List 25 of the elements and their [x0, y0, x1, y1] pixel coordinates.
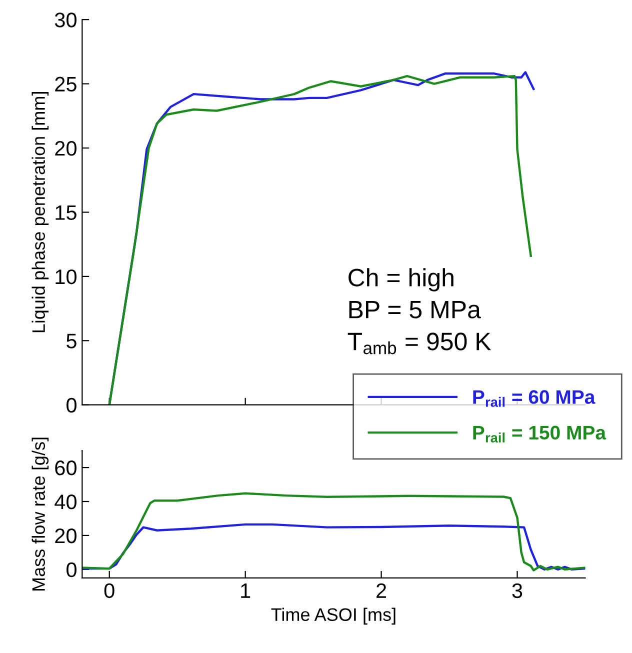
y-tick-label: 10 — [56, 269, 76, 284]
x-tick-label: 0 — [104, 583, 114, 598]
x-tick-label: 3 — [512, 583, 522, 598]
line-series — [82, 523, 586, 571]
y-tick-label: 25 — [55, 76, 76, 92]
y-tick-label: 0 — [66, 398, 76, 413]
y-axis-title: Mass flow rate [g/s] — [32, 438, 49, 591]
y-tick-label: 60 — [55, 460, 76, 476]
legend-label: P$_{rail}$ = 150 MPa — [473, 426, 606, 443]
line-series — [82, 492, 586, 572]
x-tick-label: 1 — [241, 584, 250, 598]
y-tick-label: 15 — [56, 205, 76, 220]
annotation: BP = 5 MPa — [349, 300, 481, 318]
y-tick-label: 20 — [55, 528, 76, 544]
x-axis-title: Time ASOI [ms] — [271, 608, 396, 625]
x-tick-label: 2 — [376, 583, 386, 598]
y-axis-title: Liquid phase penetration [mm] — [32, 92, 49, 332]
y-tick-label: 30 — [54, 12, 76, 28]
annotation: T$_{amb}$ = 950 K — [348, 332, 492, 354]
y-tick-label: 0 — [66, 562, 76, 578]
y-tick-label: 40 — [54, 494, 76, 510]
y-tick-label: 5 — [66, 334, 76, 348]
annotation: Ch = high — [348, 268, 454, 292]
y-tick-label: 20 — [55, 141, 76, 156]
legend-label: P$_{rail}$ = 60 MPa — [473, 390, 596, 407]
